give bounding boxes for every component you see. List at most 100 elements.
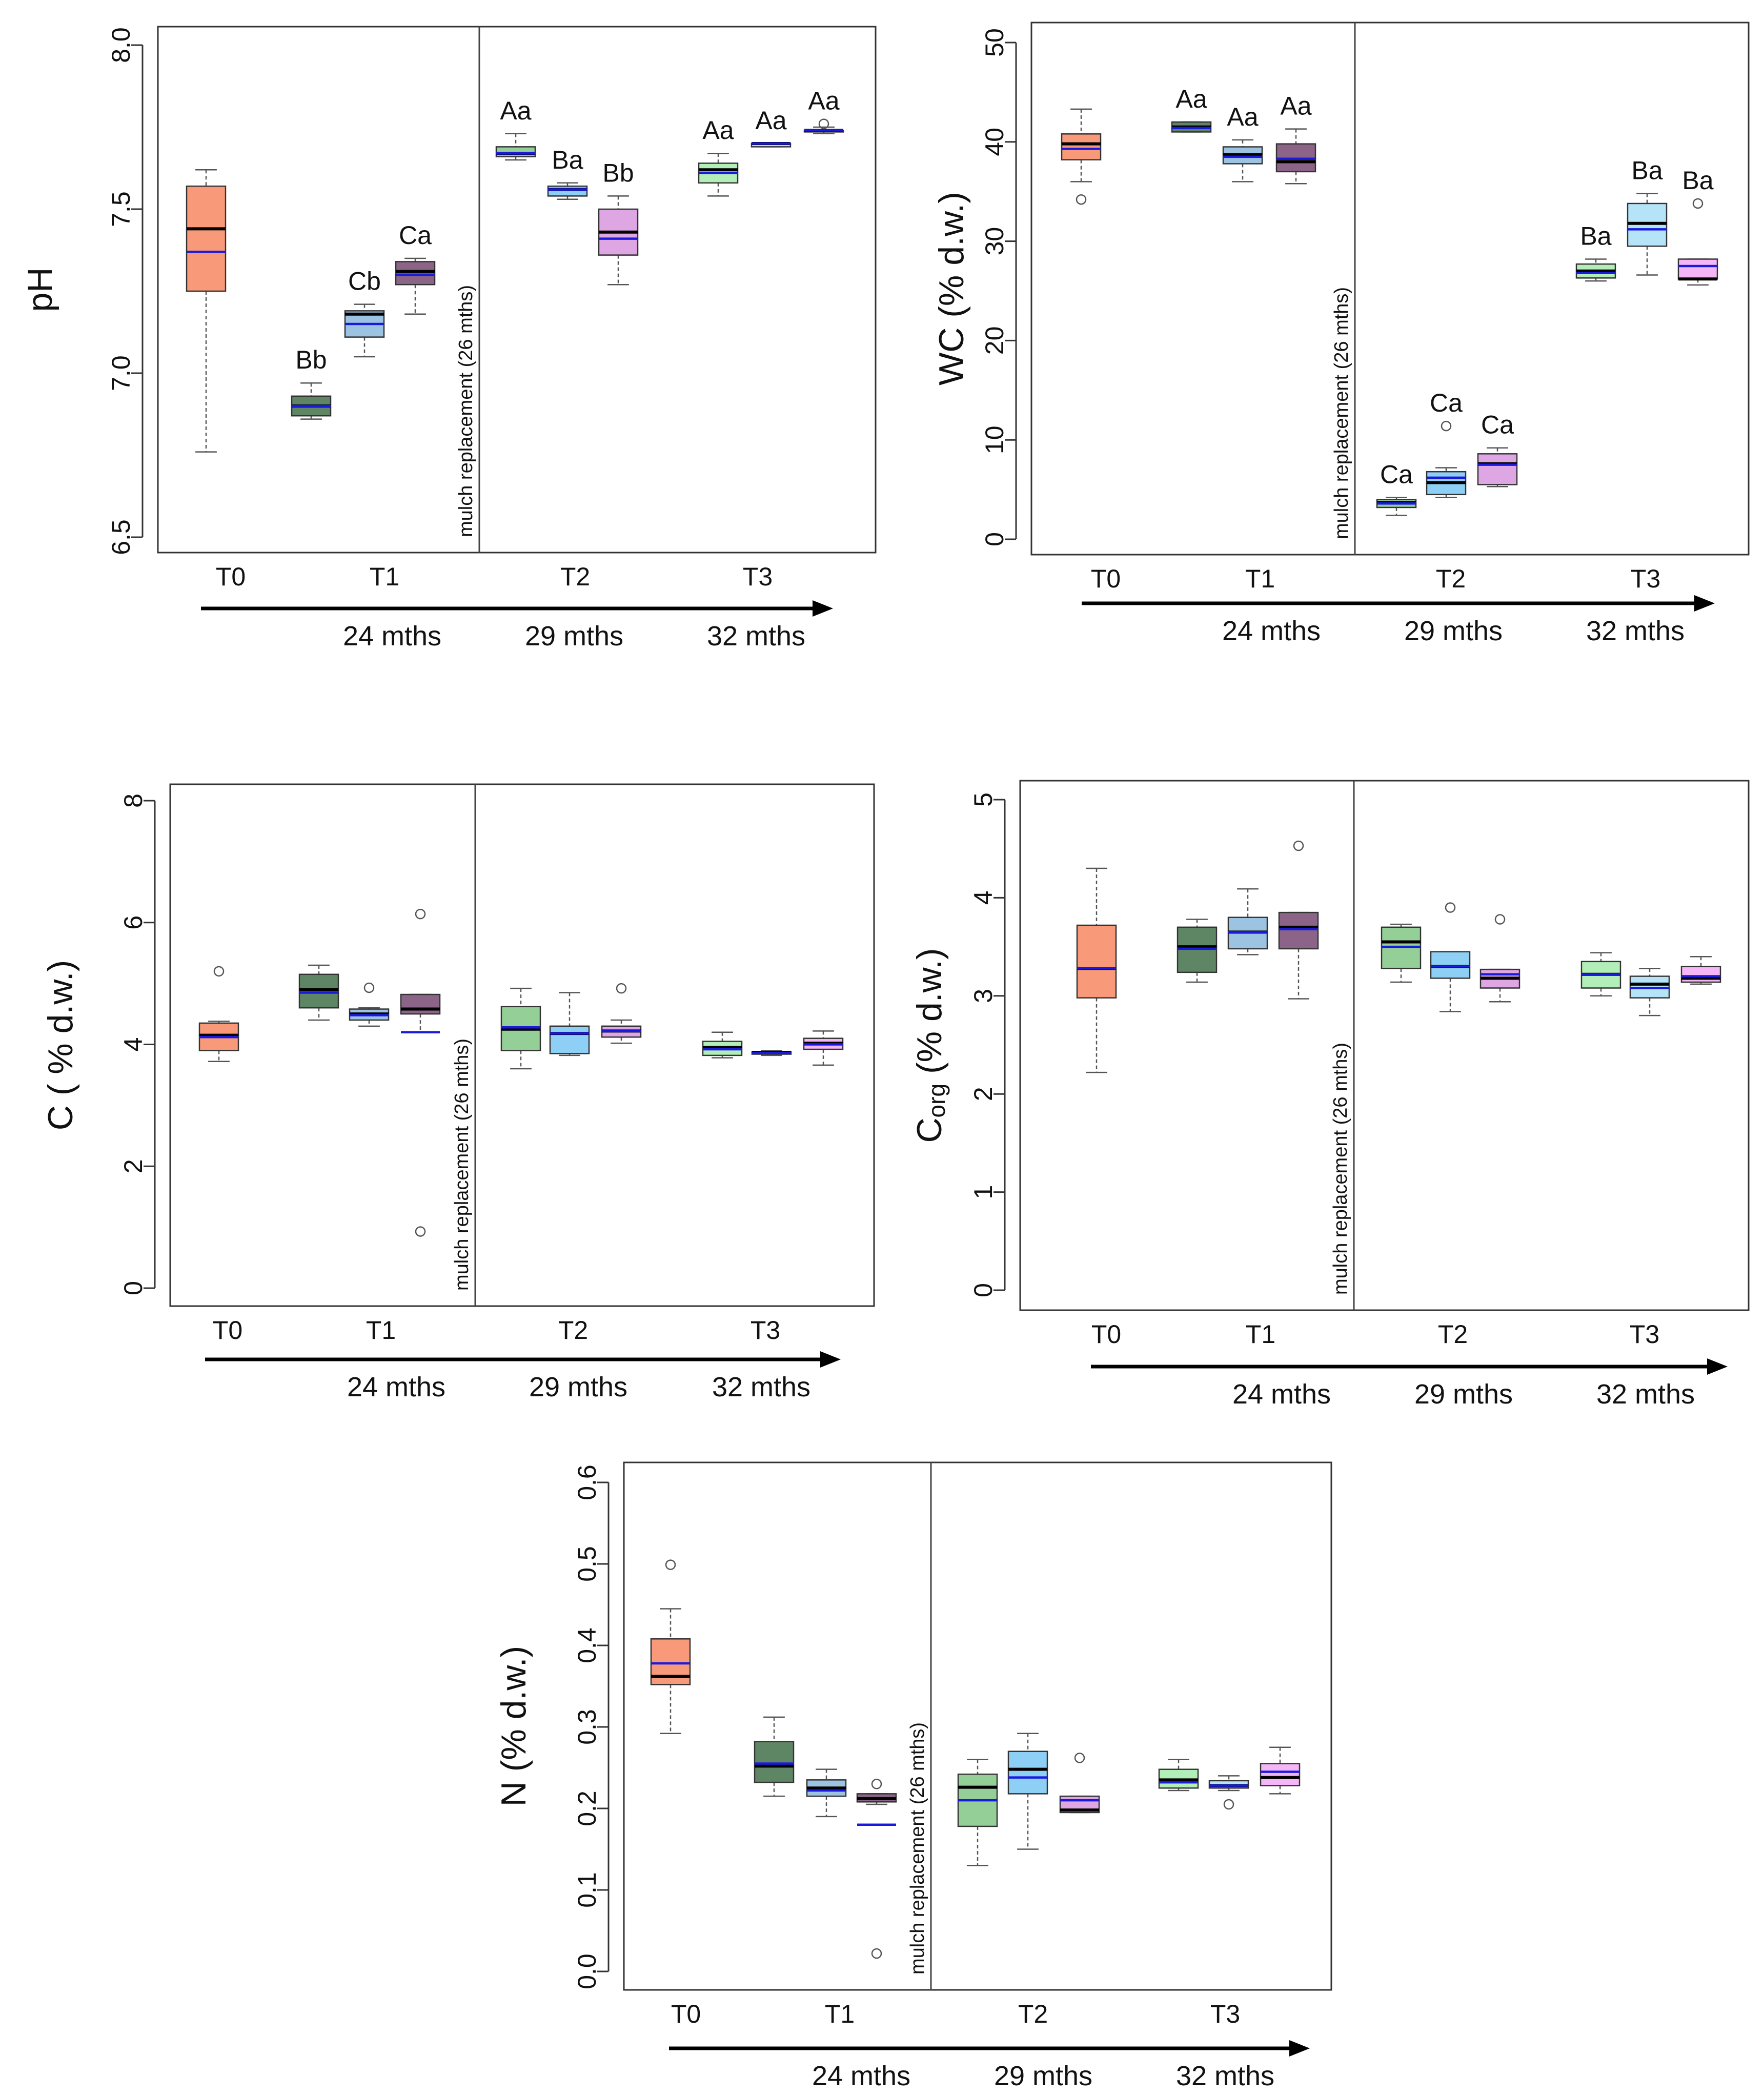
- y-tick-label: 5: [969, 792, 998, 807]
- timeline-arrowhead: [820, 1351, 841, 1368]
- y-axis-label-main: WC (% d.w.): [932, 192, 971, 385]
- box-t1-1: Bb: [291, 345, 332, 420]
- time-label: 29 mths: [529, 1372, 627, 1402]
- box-t3-7: [1158, 1759, 1199, 1792]
- y-axis-label-main: N (% d.w.): [494, 1646, 533, 1807]
- y-axis-label: WC (% d.w.): [932, 192, 971, 385]
- plot-frame: [169, 783, 875, 1307]
- group-label-t3: T3: [1631, 564, 1660, 593]
- mulch-replacement-label: mulch replacement (26 mths): [1331, 287, 1352, 539]
- box-body: [549, 1025, 590, 1054]
- box-t1-2: Aa: [1222, 103, 1263, 182]
- box-body: [1477, 453, 1518, 485]
- box-t3-7: Aa: [698, 116, 739, 197]
- significance-letter: Aa: [1280, 92, 1311, 120]
- y-tick-label: 0.5: [573, 1546, 601, 1582]
- y-tick-label: 0: [969, 1283, 998, 1297]
- box-t1-3: [856, 1779, 897, 1959]
- box-body: [1076, 924, 1117, 999]
- panel-c: 0 2 4 6 8 C ( % d.w.) mulch replacement (26 mt…: [41, 783, 875, 1402]
- box-t3-8: [1208, 1775, 1249, 1810]
- y-tick-label: 0.0: [573, 1953, 601, 1989]
- box-t2-5: Ba: [547, 146, 588, 200]
- outlier-point: [1441, 420, 1452, 432]
- panel-wc: 0 10 20 30 40 50 WC (% d.w.) mulch replacement …: [932, 22, 1750, 646]
- box-t1-1: [1177, 919, 1218, 983]
- y-tick-label: 8: [119, 793, 148, 808]
- box-t3-9: Ba: [1677, 166, 1718, 286]
- group-label-t2: T2: [558, 1316, 588, 1345]
- box-t3-8: Ba: [1627, 156, 1668, 276]
- box-t3-7: [1580, 952, 1621, 997]
- box-t2-4: [1381, 923, 1422, 983]
- box-body: [1260, 1763, 1301, 1786]
- outlier-point: [871, 1779, 882, 1789]
- y-tick-label: 0: [980, 532, 1009, 546]
- significance-letter: Ba: [552, 146, 583, 174]
- box-t3-8: [1629, 967, 1670, 1016]
- box-t2-6: [601, 983, 642, 1044]
- time-label: 24 mths: [343, 621, 441, 652]
- significance-letter: Ba: [1631, 156, 1662, 185]
- outlier-point: [363, 982, 375, 993]
- significance-letter: Ba: [1580, 221, 1611, 250]
- group-label-t1: T1: [366, 1316, 396, 1345]
- y-tick-label: 50: [980, 28, 1009, 57]
- box-body: [495, 146, 536, 157]
- y-tick-label: 0.2: [573, 1790, 601, 1826]
- group-label-t2: T2: [1436, 564, 1466, 593]
- significance-letter: Aa: [1175, 85, 1207, 113]
- box-t2-4: [957, 1759, 998, 1866]
- group-label-t1: T1: [825, 2000, 855, 2028]
- outlier-point: [871, 1948, 882, 1959]
- y-tick-label: 2: [119, 1159, 148, 1173]
- y-tick-label: 10: [980, 425, 1009, 454]
- box-t1-3: Ca: [395, 221, 436, 315]
- y-axis-label-main: pH: [21, 268, 59, 312]
- y-tick-label: 7.5: [107, 191, 135, 227]
- outlier-point: [1445, 902, 1456, 913]
- y-tick-label: 0.4: [573, 1627, 601, 1663]
- time-label: 32 mths: [707, 621, 805, 652]
- box-t2-5: [1007, 1733, 1048, 1850]
- box-body: [400, 993, 441, 1015]
- box-t3-9: [1680, 955, 1721, 985]
- time-label: 32 mths: [1596, 1379, 1695, 1410]
- timeline-arrowhead: [1289, 2040, 1310, 2057]
- box-body: [1278, 911, 1319, 950]
- group-label-t0: T0: [213, 1316, 242, 1345]
- outlier-point: [1692, 198, 1704, 209]
- y-tick-label: 40: [980, 128, 1009, 156]
- group-label-t2: T2: [560, 562, 590, 591]
- mulch-replacement-label: mulch replacement (26 mths): [451, 1039, 473, 1291]
- box-t2-5: [1430, 902, 1471, 1012]
- panel-n: 0.0 0.1 0.2 0.3 0.4 0.5 0.6 N (% d.w.) mulch rep…: [494, 1461, 1332, 2091]
- box-t0-0: [186, 169, 227, 453]
- outlier-point: [415, 908, 426, 920]
- plot-frame: [1019, 780, 1750, 1311]
- box-t0-0: [1076, 867, 1117, 1073]
- outlier-point: [1494, 914, 1506, 925]
- y-tick-label: 8.0: [107, 27, 135, 63]
- time-label: 29 mths: [1404, 616, 1503, 646]
- time-label: 32 mths: [1176, 2061, 1274, 2091]
- group-label-t3: T3: [1210, 2000, 1240, 2028]
- timeline-arrowhead: [813, 600, 833, 617]
- y-tick-label: 6.5: [107, 519, 135, 555]
- y-tick-label: 30: [980, 227, 1009, 256]
- significance-letter: Ca: [1430, 389, 1463, 417]
- significance-letter: Ba: [1682, 166, 1713, 195]
- group-label-t1: T1: [1245, 564, 1275, 593]
- box-body: [395, 261, 436, 286]
- group-label-t1: T1: [370, 562, 399, 591]
- plot-frame: [623, 1461, 1332, 1991]
- outlier-point: [1223, 1799, 1234, 1810]
- outlier-point: [1076, 194, 1087, 205]
- y-axis-label: Corg (% d.w.): [910, 948, 950, 1143]
- outlier-point: [616, 983, 627, 994]
- box-t3-8: Aa: [751, 106, 792, 148]
- box-t2-4: Aa: [495, 96, 536, 161]
- box-t1-2: [806, 1768, 847, 1818]
- outlier-point: [1074, 1753, 1085, 1763]
